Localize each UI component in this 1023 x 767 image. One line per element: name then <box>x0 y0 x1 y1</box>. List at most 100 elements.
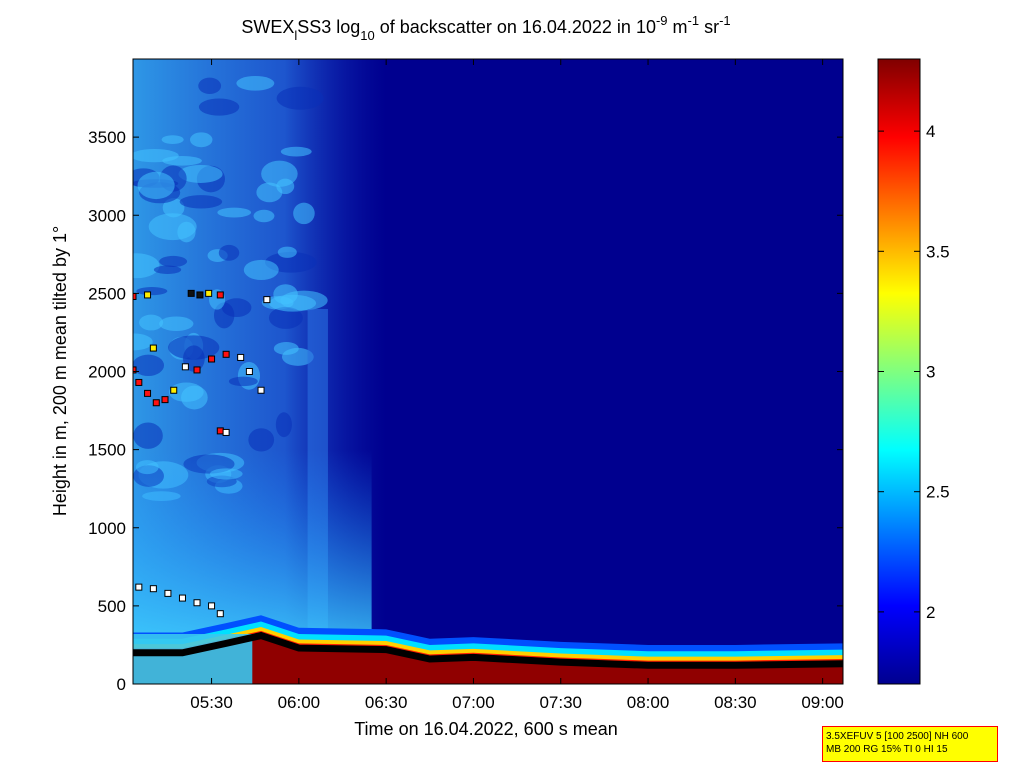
haze-cell <box>275 412 292 438</box>
haze-cell <box>136 287 168 296</box>
boundary-trail <box>133 631 843 669</box>
y-axis-ticks: 0 500 1000 1500 2000 2500 3000 3500 <box>88 128 843 694</box>
x-axis-ticks: 05:30 06:00 06:30 07:00 07:30 08:00 08:30 09:00 <box>190 59 844 712</box>
haze-cell <box>280 146 312 157</box>
layer-point <box>164 589 172 597</box>
info-line-2: MB 200 RG 15% TI 0 HI 15 <box>826 744 948 755</box>
layer-point <box>170 386 178 394</box>
haze-cell <box>248 428 275 452</box>
layer-point <box>216 291 224 299</box>
x-tick-label: 09:00 <box>801 693 844 712</box>
haze-cell <box>269 294 317 312</box>
x-tick-label: 05:30 <box>190 693 233 712</box>
y-tick-label: 3500 <box>88 128 126 147</box>
layer-point <box>193 599 201 607</box>
layer-point <box>144 389 152 397</box>
haze-cell <box>159 255 188 267</box>
x-tick-label: 06:30 <box>365 693 408 712</box>
layer-point <box>181 363 189 371</box>
haze-cell <box>133 354 165 377</box>
haze-cell <box>153 265 182 274</box>
haze-cell <box>168 335 220 360</box>
haze-cell <box>253 209 275 223</box>
x-tick-label: 08:30 <box>714 693 757 712</box>
layer-point <box>144 291 152 299</box>
y-tick-label: 1000 <box>88 519 126 538</box>
layer-point <box>178 594 186 602</box>
colorbar-tick-label: 2.5 <box>926 483 950 502</box>
colorbar-tick-label: 2 <box>926 603 935 622</box>
low-haze <box>133 449 372 645</box>
layer-point <box>196 291 204 299</box>
haze-cell <box>168 382 204 402</box>
haze-cell <box>243 259 279 281</box>
x-axis-label: Time on 16.04.2022, 600 s mean <box>354 719 618 739</box>
layer-point <box>222 350 230 358</box>
y-tick-label: 500 <box>98 597 126 616</box>
layer-point <box>187 289 195 297</box>
haze-cell <box>161 135 184 144</box>
layer-point <box>133 366 137 374</box>
haze-cell <box>293 202 315 225</box>
backscatter-field <box>133 59 843 684</box>
haze-cell <box>217 207 252 218</box>
y-axis-label: Height in m, 200 m mean tilted by 1° <box>50 226 70 516</box>
chart-title: SWEXlSS3 log10 of backscatter on 16.04.2… <box>241 13 730 43</box>
y-tick-label: 2500 <box>88 284 126 303</box>
layer-point <box>193 366 201 374</box>
haze-cell <box>236 75 275 91</box>
layer-point <box>263 296 271 304</box>
haze-cell <box>276 86 324 110</box>
haze-cell <box>198 77 222 95</box>
haze-cell <box>133 253 160 279</box>
layer-point <box>237 353 245 361</box>
layer-point <box>245 368 253 375</box>
colorbar-tick-label: 4 <box>926 122 935 141</box>
layer-point <box>205 289 213 297</box>
haze-cell <box>133 422 163 449</box>
haze-cell <box>179 195 223 209</box>
y-tick-label: 0 <box>117 675 126 694</box>
layer-point <box>135 583 143 591</box>
y-tick-label: 1500 <box>88 441 126 460</box>
layer-point <box>149 585 157 593</box>
haze-cell <box>256 182 283 203</box>
haze-cell <box>268 306 303 329</box>
haze-cell <box>133 333 153 351</box>
layer-point <box>133 293 137 300</box>
y-tick-label: 2000 <box>88 363 126 382</box>
x-tick-label: 06:00 <box>278 693 321 712</box>
haze-cell <box>198 98 240 116</box>
layer-point <box>135 378 143 386</box>
haze-cell <box>133 149 179 163</box>
haze-cell <box>159 316 194 332</box>
colorbar <box>878 59 920 684</box>
info-box: 3.5XEFUV 5 [100 2500] NH 600 MB 200 RG 1… <box>822 726 998 762</box>
layer-point <box>161 396 169 404</box>
layer-point <box>216 427 224 435</box>
haze-cell <box>277 246 297 258</box>
layer-point <box>216 610 224 618</box>
layer-markers <box>133 289 271 618</box>
x-tick-label: 08:00 <box>627 693 670 712</box>
colorbar-tick-label: 3.5 <box>926 242 950 261</box>
layer-point <box>222 428 230 436</box>
haze-cell <box>218 244 240 261</box>
x-tick-label: 07:30 <box>539 693 582 712</box>
haze-cell <box>139 314 164 331</box>
colorbar-tick-label: 3 <box>926 363 935 382</box>
haze-cell <box>261 160 298 187</box>
info-line-1: 3.5XEFUV 5 [100 2500] NH 600 <box>826 731 969 742</box>
layer-point <box>149 344 157 352</box>
layer-point <box>152 399 160 407</box>
haze-cell <box>137 171 175 200</box>
haze-cell <box>228 376 258 387</box>
layer-point <box>208 602 216 610</box>
haze-cell <box>162 198 185 218</box>
y-tick-label: 3000 <box>88 206 126 225</box>
haze-cell <box>177 221 196 243</box>
haze-cell <box>178 164 223 183</box>
layer-point <box>257 386 265 394</box>
layer-point <box>208 355 216 363</box>
